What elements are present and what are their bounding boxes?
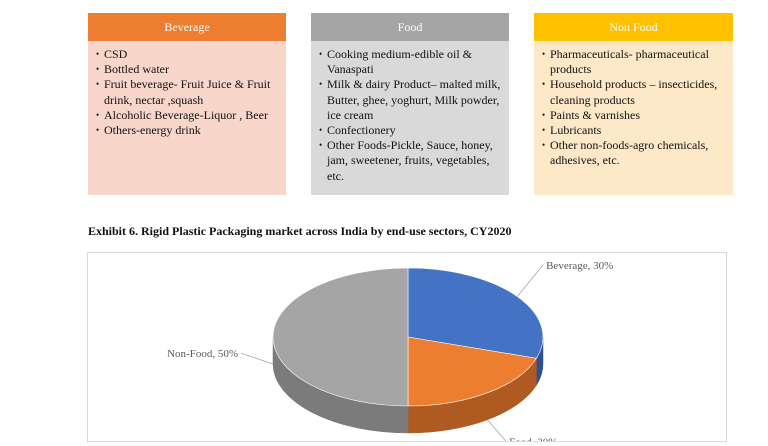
leader-line xyxy=(487,419,507,442)
list-item: • Others-energy drink xyxy=(96,123,201,138)
bullet-icon: • xyxy=(96,49,100,59)
bullet-icon: • xyxy=(542,79,546,90)
bullet-icon: • xyxy=(96,125,100,136)
bullet-icon: • xyxy=(96,109,100,120)
bullet-icon: • xyxy=(96,79,100,90)
data-label-beverage: Beverage, 30% xyxy=(546,260,613,272)
card-food: Food • Cooking medium-edible oil & Vanasp… xyxy=(311,13,509,195)
data-label-non-food: Non-Food, 50% xyxy=(167,348,238,360)
list-item: • Pharmaceuticals- pharmaceutical product… xyxy=(542,47,709,77)
list-item: • Confectionery xyxy=(319,123,396,138)
list-item: • Fruit beverage- Fruit Juice & Fruit dri… xyxy=(96,77,271,107)
card-non-food-list: • Pharmaceuticals- pharmaceutical product… xyxy=(534,41,733,169)
list-item: • Other Foods-Pickle, Sauce, honey, jam, … xyxy=(319,138,493,183)
pie-slice-non-food xyxy=(272,267,409,407)
list-item: • Other non-foods-agro chemicals, adhesiv… xyxy=(542,138,709,168)
card-beverage-title: Beverage xyxy=(88,13,286,41)
leader-line xyxy=(240,352,274,365)
list-item: • Bottled water xyxy=(96,62,169,77)
pie-slice-beverage xyxy=(407,267,544,359)
leader-line xyxy=(516,264,544,297)
pie-chart: Beverage, 30% Food, 20% Non-Food, 50% xyxy=(167,260,613,446)
card-beverage: Beverage • CSD • Bottled water • Fruit beve… xyxy=(88,13,286,195)
bullet-icon: • xyxy=(319,49,323,59)
bullet-icon: • xyxy=(542,49,546,59)
pie-slice-food xyxy=(407,336,537,407)
card-food-title: Food xyxy=(311,13,509,41)
list-item: • Lubricants xyxy=(542,123,602,138)
exhibit-title: Exhibit 6. Rigid Plastic Packaging marke… xyxy=(88,224,512,238)
bullet-icon: • xyxy=(542,125,546,136)
bullet-icon: • xyxy=(319,140,323,151)
list-item: • CSD xyxy=(96,47,128,61)
list-item: • Cooking medium-edible oil & Vanaspati xyxy=(319,47,472,77)
card-non-food-title: Non Food xyxy=(534,13,733,41)
bullet-icon: • xyxy=(319,79,323,90)
bullet-icon: • xyxy=(542,140,546,151)
list-item: • Paints & varnishes xyxy=(542,107,640,122)
card-beverage-list: • CSD • Bottled water • Fruit beverage- Fru… xyxy=(88,41,286,138)
list-item: • Household products – insecticides, clea… xyxy=(542,77,718,107)
list-item: • Alcoholic Beverage-Liquor , Beer xyxy=(96,107,268,122)
chart-frame: Beverage, 30% Food, 20% Non-Food, 50% xyxy=(87,252,727,446)
bullet-icon: • xyxy=(319,125,323,136)
bullet-icon: • xyxy=(542,109,546,120)
bullet-icon: • xyxy=(96,64,100,75)
list-item: • Milk & dairy Product– malted milk, Butt… xyxy=(319,77,501,122)
card-food-list: • Cooking medium-edible oil & Vanaspati •… xyxy=(311,41,509,184)
card-non-food: Non Food • Pharmaceuticals- pharmaceutica… xyxy=(534,13,733,195)
data-label-food: Food, 20% xyxy=(509,436,557,441)
